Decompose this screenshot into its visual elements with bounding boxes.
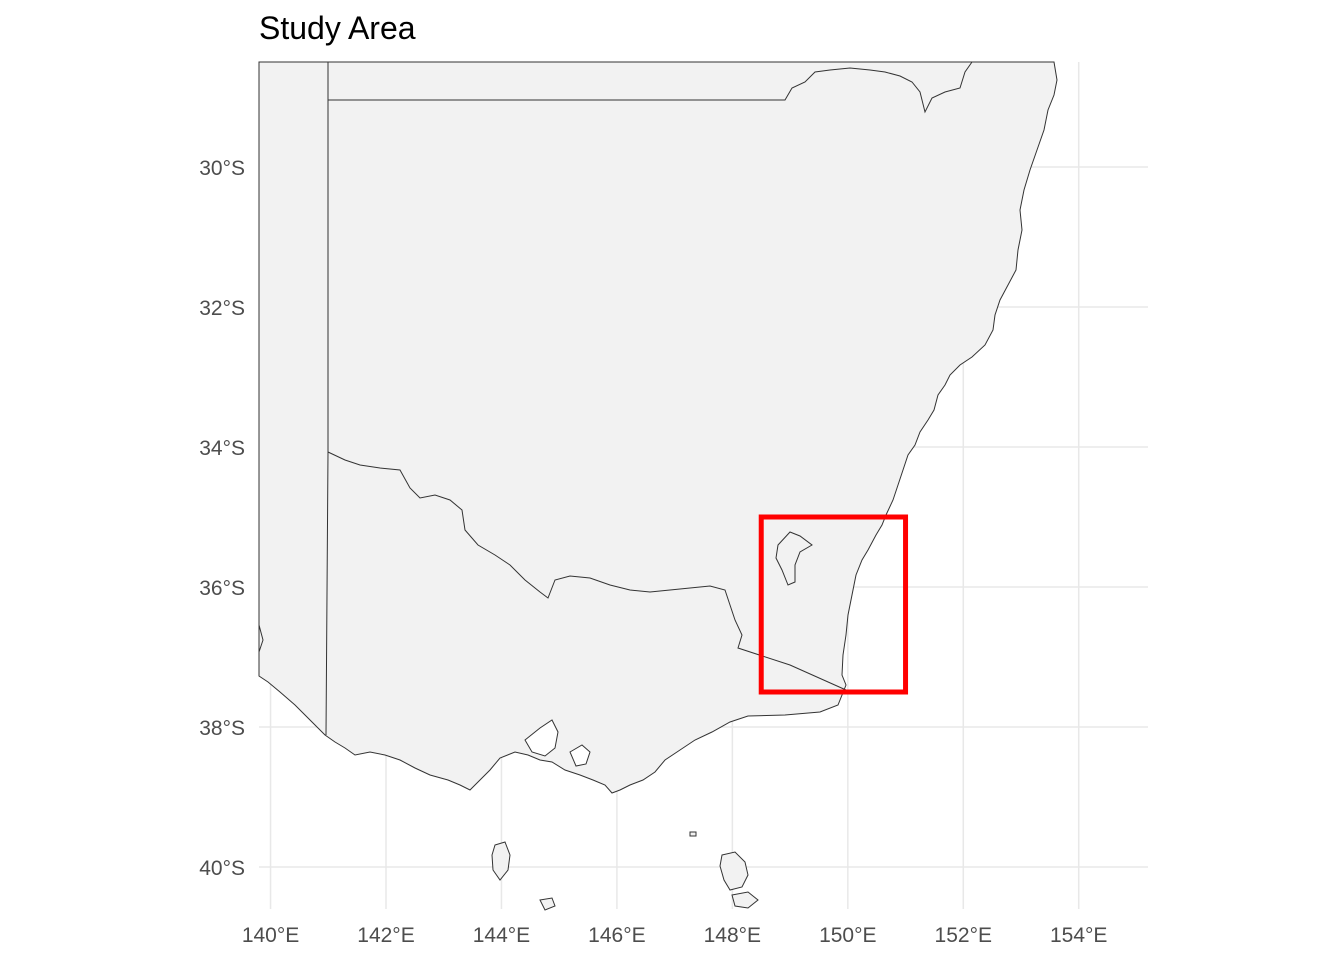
y-tick-label: 32°S [199,297,245,320]
island-south [539,897,556,911]
port-phillip-bay [524,719,559,757]
x-tick-label: 142°E [357,924,414,947]
act-territory [775,531,813,586]
border-nsw-vic [327,451,847,691]
island-small [689,831,697,837]
x-tick-label: 144°E [473,924,530,947]
island-king [491,841,511,881]
y-axis-labels: 30°S 32°S 34°S 36°S 38°S 40°S [199,157,245,880]
mainland-coastline [258,61,1058,794]
border-qld-nsw [328,61,973,114]
x-tick-label: 140°E [242,924,299,947]
western-port-bay [569,744,591,767]
x-tick-label: 150°E [819,924,876,947]
x-tick-label: 152°E [935,924,992,947]
map-title: Study Area [259,10,416,46]
island-cape-barren [731,891,759,909]
landmass [258,61,1058,911]
y-tick-label: 30°S [199,157,245,180]
west-coast-sliver [258,624,264,653]
island-flinders [719,851,749,891]
x-tick-label: 148°E [704,924,761,947]
x-tick-label: 154°E [1050,924,1107,947]
y-tick-label: 36°S [199,577,245,600]
y-tick-label: 38°S [199,717,245,740]
y-tick-label: 34°S [199,437,245,460]
x-axis-labels: 140°E 142°E 144°E 146°E 148°E 150°E 152°E 154°E [242,924,1108,947]
x-tick-label: 146°E [588,924,645,947]
study-area-box [758,514,909,695]
y-tick-label: 40°S [199,857,245,880]
